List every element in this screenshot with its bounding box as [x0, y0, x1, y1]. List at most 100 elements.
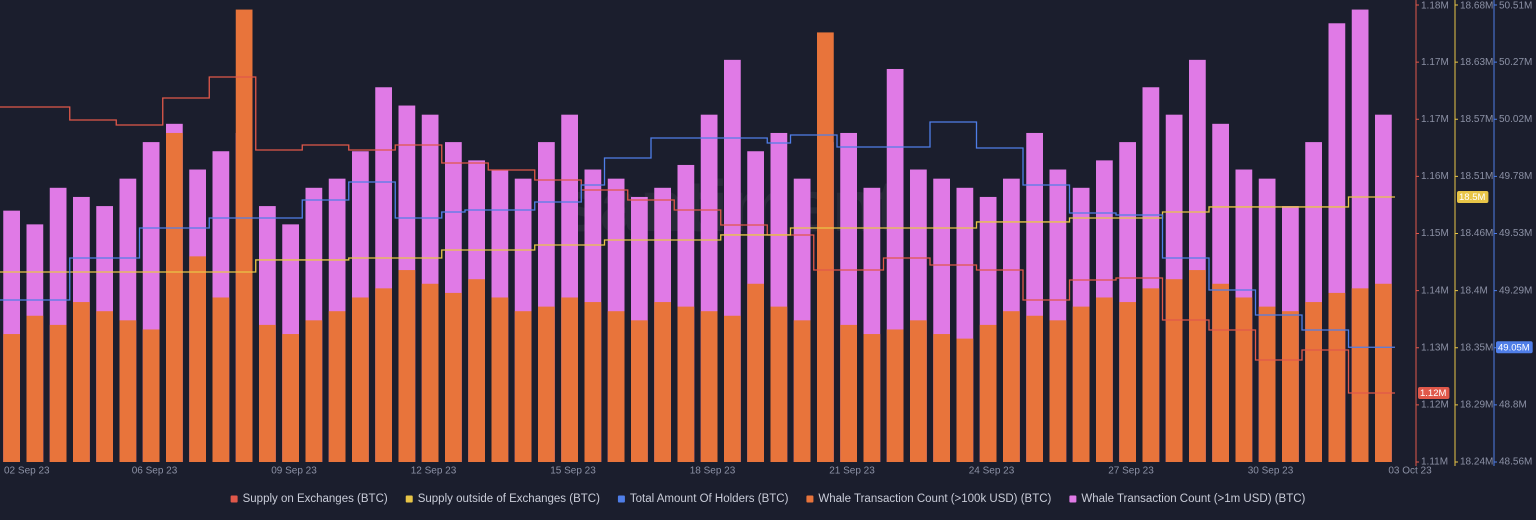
bar [514, 311, 532, 462]
bar [142, 329, 160, 462]
bars [3, 9, 1392, 463]
y-tick-label: 50.02M [1499, 114, 1532, 125]
bar [1142, 288, 1160, 462]
x-tick-label: 24 Sep 23 [969, 466, 1015, 477]
legend-item[interactable]: Total Amount Of Holders (BTC) [617, 493, 789, 505]
bar [398, 270, 416, 462]
legend-marker [806, 495, 814, 503]
bar [1072, 306, 1090, 462]
y-tick-label: 18.4M [1460, 285, 1488, 296]
bar [49, 324, 67, 462]
y-tick-label: 18.29M [1460, 400, 1493, 411]
y-tick-label: 50.27M [1499, 57, 1532, 68]
bar [73, 302, 90, 462]
y-tick-label: 48.8M [1499, 400, 1527, 411]
x-tick-label: 12 Sep 23 [411, 466, 457, 477]
bar [1003, 311, 1020, 462]
bar [1119, 302, 1136, 462]
bar [1235, 297, 1253, 462]
legend-item[interactable]: Whale Transaction Count (>1m USD) (BTC) [1069, 493, 1306, 505]
bar [3, 334, 20, 462]
bar [793, 320, 811, 462]
bar [375, 288, 392, 462]
bar [96, 311, 113, 462]
last-value-label: 49.05M [1498, 342, 1530, 353]
legend-label: Total Amount Of Holders (BTC) [630, 493, 789, 505]
bar [770, 306, 788, 462]
y-tick-label: 48.56M [1499, 457, 1532, 468]
line [0, 196, 1395, 273]
y-tick-label: 18.24M [1460, 457, 1493, 468]
legend-label: Supply outside of Exchanges (BTC) [418, 493, 600, 505]
y-tick-label: 18.46M [1460, 228, 1493, 239]
bar [282, 334, 299, 462]
bar [1351, 288, 1369, 462]
last-value-label: 1.12M [1420, 388, 1446, 399]
bar [817, 32, 834, 463]
bar [119, 320, 137, 462]
x-tick-label: 02 Sep 23 [4, 466, 50, 477]
y-tick-label: 49.53M [1499, 228, 1532, 239]
bar [1189, 270, 1206, 462]
bar [863, 334, 881, 462]
bar [607, 311, 625, 462]
y-tick-label: 1.17M [1421, 114, 1449, 125]
bar [189, 256, 206, 462]
bar [538, 306, 555, 462]
legend-item[interactable]: Supply on Exchanges (BTC) [230, 493, 388, 505]
legend-label: Whale Transaction Count (>1m USD) (BTC) [1081, 493, 1305, 505]
line [0, 76, 1395, 394]
bar [886, 329, 904, 462]
bar [305, 320, 323, 462]
bar [352, 297, 369, 462]
x-tick-label: 27 Sep 23 [1108, 466, 1154, 477]
y-tick-label: 18.35M [1460, 342, 1493, 353]
last-value-badge [1457, 191, 1489, 204]
bar [747, 283, 764, 462]
x-tick-label: 15 Sep 23 [550, 466, 596, 477]
bar [468, 279, 485, 462]
y-tick-label: 49.29M [1499, 285, 1532, 296]
y-tick-label: 18.63M [1460, 57, 1493, 68]
bar [1328, 292, 1346, 462]
x-tick-label: 06 Sep 23 [132, 466, 178, 477]
legend: Supply on Exchanges (BTC) Supply outside … [230, 493, 1306, 505]
last-value-badge [1418, 386, 1450, 399]
bar [166, 132, 183, 462]
bar [956, 338, 974, 462]
lines [0, 76, 1395, 394]
y-tick-label: 1.13M [1421, 342, 1449, 353]
line [0, 121, 1395, 348]
legend-item[interactable]: Supply outside of Exchanges (BTC) [405, 493, 600, 505]
x-tick-label: 18 Sep 23 [690, 466, 736, 477]
bar [1212, 283, 1229, 462]
legend-label: Supply on Exchanges (BTC) [243, 493, 388, 505]
legend-item[interactable]: Whale Transaction Count (>100k USD) (BTC… [806, 493, 1052, 505]
bar [1049, 320, 1067, 462]
last-value-label: 18.5M [1459, 192, 1485, 203]
legend-marker [230, 495, 238, 503]
x-tick-label: 30 Sep 23 [1248, 466, 1294, 477]
y-tick-label: 1.12M [1421, 400, 1449, 411]
bar [1165, 279, 1183, 462]
bar [1096, 297, 1113, 462]
y-tick-label: 1.17M [1421, 57, 1449, 68]
bar [631, 320, 648, 462]
bar [910, 320, 927, 462]
bar [584, 302, 602, 462]
y-tick-label: 1.16M [1421, 171, 1449, 182]
bar [1375, 283, 1392, 462]
y-tick-label: 18.68M [1460, 1, 1493, 12]
legend-marker [1069, 495, 1077, 503]
bar [840, 324, 857, 462]
bar [561, 297, 578, 462]
bar [979, 324, 997, 462]
legend-label: Whale Transaction Count (>100k USD) (BTC… [818, 493, 1051, 505]
bar [700, 311, 718, 462]
legend-marker [405, 495, 413, 503]
y-tick-label: 1.11M [1421, 457, 1448, 468]
bar [26, 315, 44, 462]
bar [677, 306, 695, 462]
last-value-badge [1496, 341, 1533, 354]
